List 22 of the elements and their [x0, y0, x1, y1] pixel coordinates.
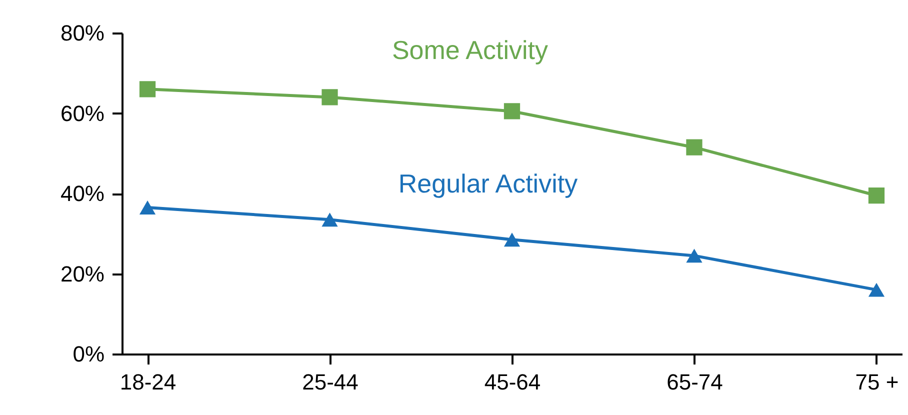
point [504, 232, 520, 247]
x-tick-label: 75 + [855, 370, 899, 394]
x-tick-label: 45-64 [484, 370, 541, 394]
point [322, 89, 338, 106]
y-tick-label: 80% [60, 20, 104, 46]
point [868, 187, 885, 204]
x-tick-label: 18-24 [120, 370, 176, 394]
y-tick-label: 60% [60, 100, 104, 126]
y-tick-label: 40% [60, 181, 104, 206]
point [686, 248, 702, 263]
point [504, 103, 520, 120]
point [686, 139, 702, 156]
series-label: Some Activity [392, 35, 548, 66]
point [868, 282, 885, 297]
point [139, 200, 156, 215]
x-tick-label: 25-44 [302, 370, 358, 394]
x-tick-label: 65-74 [666, 370, 723, 394]
y-tick-label: 0% [72, 342, 104, 366]
point [139, 81, 156, 98]
y-tick-label: 20% [60, 261, 104, 286]
point [322, 212, 338, 227]
series-label: Regular Activity [398, 168, 578, 199]
